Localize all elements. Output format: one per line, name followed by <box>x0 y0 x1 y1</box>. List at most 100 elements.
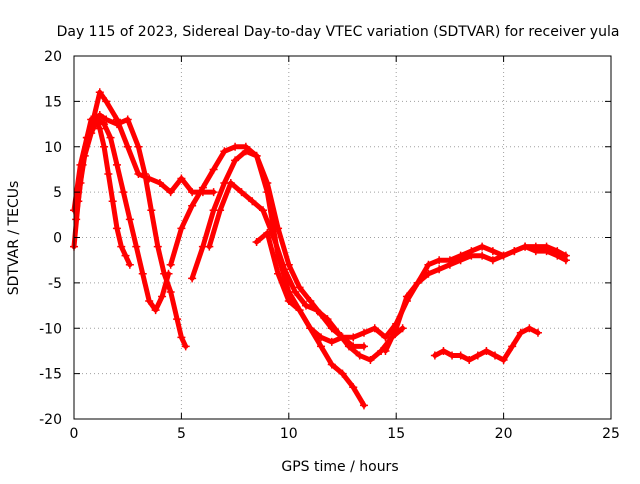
data-point <box>327 337 336 346</box>
data-point <box>231 142 240 151</box>
data-point <box>424 260 433 269</box>
grid <box>74 56 611 419</box>
data-point <box>209 188 218 197</box>
data-point <box>359 401 368 410</box>
data-point <box>312 306 321 315</box>
data-point <box>349 383 358 392</box>
data-point <box>102 97 111 106</box>
data-point <box>263 228 272 237</box>
data-point <box>359 328 368 337</box>
data-point <box>306 324 315 333</box>
data-point <box>252 151 261 160</box>
data-point <box>106 133 115 142</box>
data-point <box>478 242 487 251</box>
data-point <box>553 247 562 256</box>
data-point <box>231 156 240 165</box>
data-point <box>381 346 390 355</box>
data-series <box>70 88 570 410</box>
data-point <box>344 342 353 351</box>
data-point <box>241 147 250 156</box>
data-point <box>542 242 551 251</box>
data-point <box>334 328 343 337</box>
x-tick-label: 5 <box>177 426 186 442</box>
data-point <box>216 206 225 215</box>
data-point <box>237 188 246 197</box>
data-point <box>280 265 289 274</box>
data-point <box>301 301 310 310</box>
data-point <box>166 188 175 197</box>
data-point <box>123 142 132 151</box>
data-point <box>188 188 197 197</box>
data-point <box>125 215 134 224</box>
data-point <box>188 201 197 210</box>
data-point <box>456 251 465 260</box>
data-point <box>533 328 542 337</box>
data-point <box>435 256 444 265</box>
ticks: 0 5 10 15 20 25 -20 -15 -10 -5 0 5 10 15 20 <box>39 49 620 442</box>
data-point <box>295 283 304 292</box>
data-point <box>177 224 186 233</box>
y-tick-label: 5 <box>53 185 62 201</box>
data-point <box>121 251 130 260</box>
data-point <box>317 342 326 351</box>
data-point <box>108 197 117 206</box>
data-point <box>112 224 121 233</box>
data-point <box>445 256 454 265</box>
series-arc-7 <box>205 179 407 365</box>
data-point <box>284 260 293 269</box>
data-point <box>160 269 169 278</box>
data-point <box>155 179 164 188</box>
data-point <box>145 297 154 306</box>
data-point <box>226 179 235 188</box>
data-point <box>284 297 293 306</box>
data-point <box>349 333 358 342</box>
y-tick-label: -10 <box>39 321 62 337</box>
series-arc-3 <box>72 115 173 315</box>
data-point <box>508 342 517 351</box>
data-point <box>338 369 347 378</box>
data-point <box>209 165 218 174</box>
data-point <box>435 265 444 274</box>
data-point <box>89 115 98 124</box>
y-tick-label: 20 <box>44 49 62 65</box>
data-point <box>430 351 439 360</box>
data-point <box>381 333 390 342</box>
data-point <box>448 351 457 360</box>
data-point <box>516 328 525 337</box>
data-point <box>119 188 128 197</box>
data-point <box>132 242 141 251</box>
data-point <box>80 151 89 160</box>
data-point <box>488 247 497 256</box>
data-point <box>188 274 197 283</box>
data-point <box>198 183 207 192</box>
data-point <box>317 333 326 342</box>
data-point <box>138 269 147 278</box>
data-point <box>166 287 175 296</box>
data-point <box>95 110 104 119</box>
series-trace <box>383 244 569 354</box>
data-point <box>499 356 508 365</box>
data-point <box>177 333 186 342</box>
data-point <box>87 129 96 138</box>
x-tick-label: 15 <box>387 426 405 442</box>
data-point <box>370 324 379 333</box>
data-point <box>355 351 364 360</box>
data-point <box>402 292 411 301</box>
data-point <box>488 256 497 265</box>
data-point <box>95 124 104 133</box>
data-point <box>220 147 229 156</box>
data-point <box>499 251 508 260</box>
data-point <box>100 120 109 129</box>
series-arc-10 <box>430 324 542 365</box>
x-tick-label: 25 <box>602 426 620 442</box>
data-point <box>295 306 304 315</box>
x-tick-label: 20 <box>495 426 513 442</box>
data-point <box>112 160 121 169</box>
data-point <box>125 260 134 269</box>
data-point <box>104 169 113 178</box>
data-point <box>473 351 482 360</box>
data-point <box>205 242 214 251</box>
data-point <box>259 206 268 215</box>
data-point <box>76 179 85 188</box>
y-tick-label: 10 <box>44 140 62 156</box>
